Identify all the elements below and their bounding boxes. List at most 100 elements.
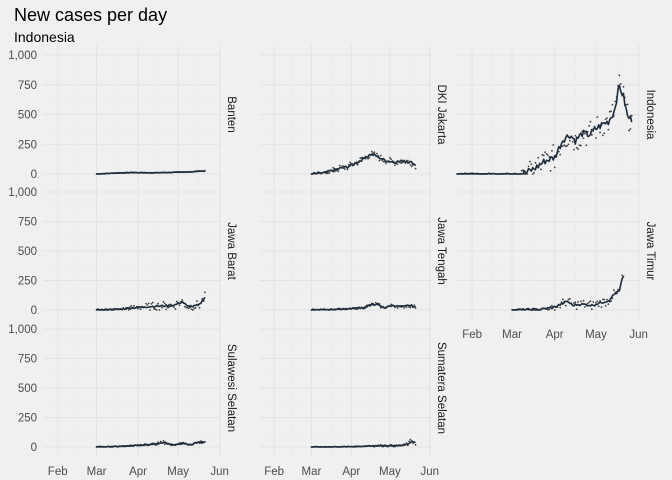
facet-label: Banten <box>225 96 237 132</box>
data-point <box>332 166 335 169</box>
data-point <box>193 307 196 310</box>
facet-panel: 0 250 500 750 1,000 Feb Mar Apr May Jun Sulawesi S… <box>8 319 237 478</box>
y-tick-label: 750 <box>18 354 37 366</box>
data-point <box>336 169 339 172</box>
data-point <box>582 299 585 302</box>
facet-panel: Jawa Tengah <box>260 182 447 320</box>
data-point <box>406 159 409 162</box>
data-point <box>614 291 617 294</box>
x-tick-label: Apr <box>342 466 360 478</box>
series-line <box>311 303 416 311</box>
data-point <box>527 165 530 168</box>
y-tick-label: 500 <box>18 110 37 122</box>
data-point <box>618 74 621 77</box>
data-point <box>608 110 611 113</box>
data-point <box>396 163 399 166</box>
facet-label: Sulawesi Selatan <box>225 344 237 432</box>
facet-label: DKI Jakarta <box>435 84 447 145</box>
data-point <box>190 308 193 311</box>
data-point <box>552 144 555 146</box>
data-point <box>592 130 595 133</box>
data-point <box>596 300 599 303</box>
data-point <box>154 308 157 311</box>
data-point <box>589 300 592 303</box>
data-point <box>619 82 622 85</box>
data-point <box>625 103 628 106</box>
data-point <box>626 103 629 106</box>
x-tick-label: Mar <box>87 466 107 478</box>
data-point <box>568 139 571 142</box>
facet-label: Jawa Timur <box>644 222 656 281</box>
data-point <box>338 164 341 167</box>
data-point <box>404 162 407 165</box>
data-point <box>566 144 568 147</box>
data-point <box>162 439 165 442</box>
data-point <box>139 308 142 311</box>
data-point <box>579 300 582 303</box>
data-point <box>162 301 165 303</box>
data-point <box>198 306 201 309</box>
data-point <box>542 154 545 157</box>
data-point <box>582 137 585 140</box>
series-line <box>96 440 205 448</box>
x-tick-label: Jun <box>420 466 439 478</box>
data-point <box>130 305 133 307</box>
data-point <box>370 150 373 153</box>
y-tick-label: 750 <box>18 217 37 229</box>
data-point <box>127 308 130 311</box>
data-point <box>201 297 204 300</box>
data-point <box>628 129 630 132</box>
data-point <box>178 304 181 307</box>
data-point <box>590 133 593 136</box>
data-point <box>590 308 593 311</box>
data-point <box>175 300 178 303</box>
y-tick-label: 500 <box>18 383 37 395</box>
data-point <box>584 132 586 135</box>
data-point <box>414 307 417 309</box>
x-tick-label: Feb <box>48 466 68 478</box>
data-point <box>617 288 619 291</box>
data-point <box>414 167 417 170</box>
data-point <box>396 307 399 309</box>
data-point <box>589 120 592 123</box>
series-line <box>96 296 206 311</box>
data-point <box>540 168 542 171</box>
series-line <box>512 275 625 311</box>
data-point <box>163 443 166 446</box>
data-point <box>368 156 371 159</box>
data-point <box>413 304 416 307</box>
data-point <box>571 140 574 143</box>
data-point <box>191 309 194 311</box>
data-point <box>614 100 617 103</box>
data-point <box>374 301 377 304</box>
data-point <box>574 134 577 137</box>
data-point <box>562 298 564 301</box>
facet-label: Indonesia <box>644 90 656 140</box>
y-tick-label: 0 <box>31 442 37 454</box>
data-point <box>408 440 411 443</box>
series-line <box>311 153 417 175</box>
y-tick-label: 0 <box>31 169 37 181</box>
data-point <box>586 302 589 305</box>
data-point <box>597 305 600 308</box>
data-point <box>567 298 570 301</box>
data-point <box>146 304 149 306</box>
data-point <box>595 137 597 139</box>
data-point <box>385 162 387 165</box>
data-point <box>522 169 524 172</box>
data-point <box>394 164 396 167</box>
data-point <box>541 153 544 156</box>
data-point <box>588 124 590 127</box>
data-point <box>186 306 189 309</box>
x-tick-label: Apr <box>129 466 147 478</box>
data-point <box>149 309 151 311</box>
data-point <box>553 166 556 169</box>
data-point <box>347 163 350 166</box>
data-point <box>356 163 359 166</box>
data-point <box>403 307 405 309</box>
data-point <box>604 118 607 121</box>
data-point <box>181 299 184 301</box>
data-point <box>603 298 606 301</box>
data-point <box>588 301 590 304</box>
